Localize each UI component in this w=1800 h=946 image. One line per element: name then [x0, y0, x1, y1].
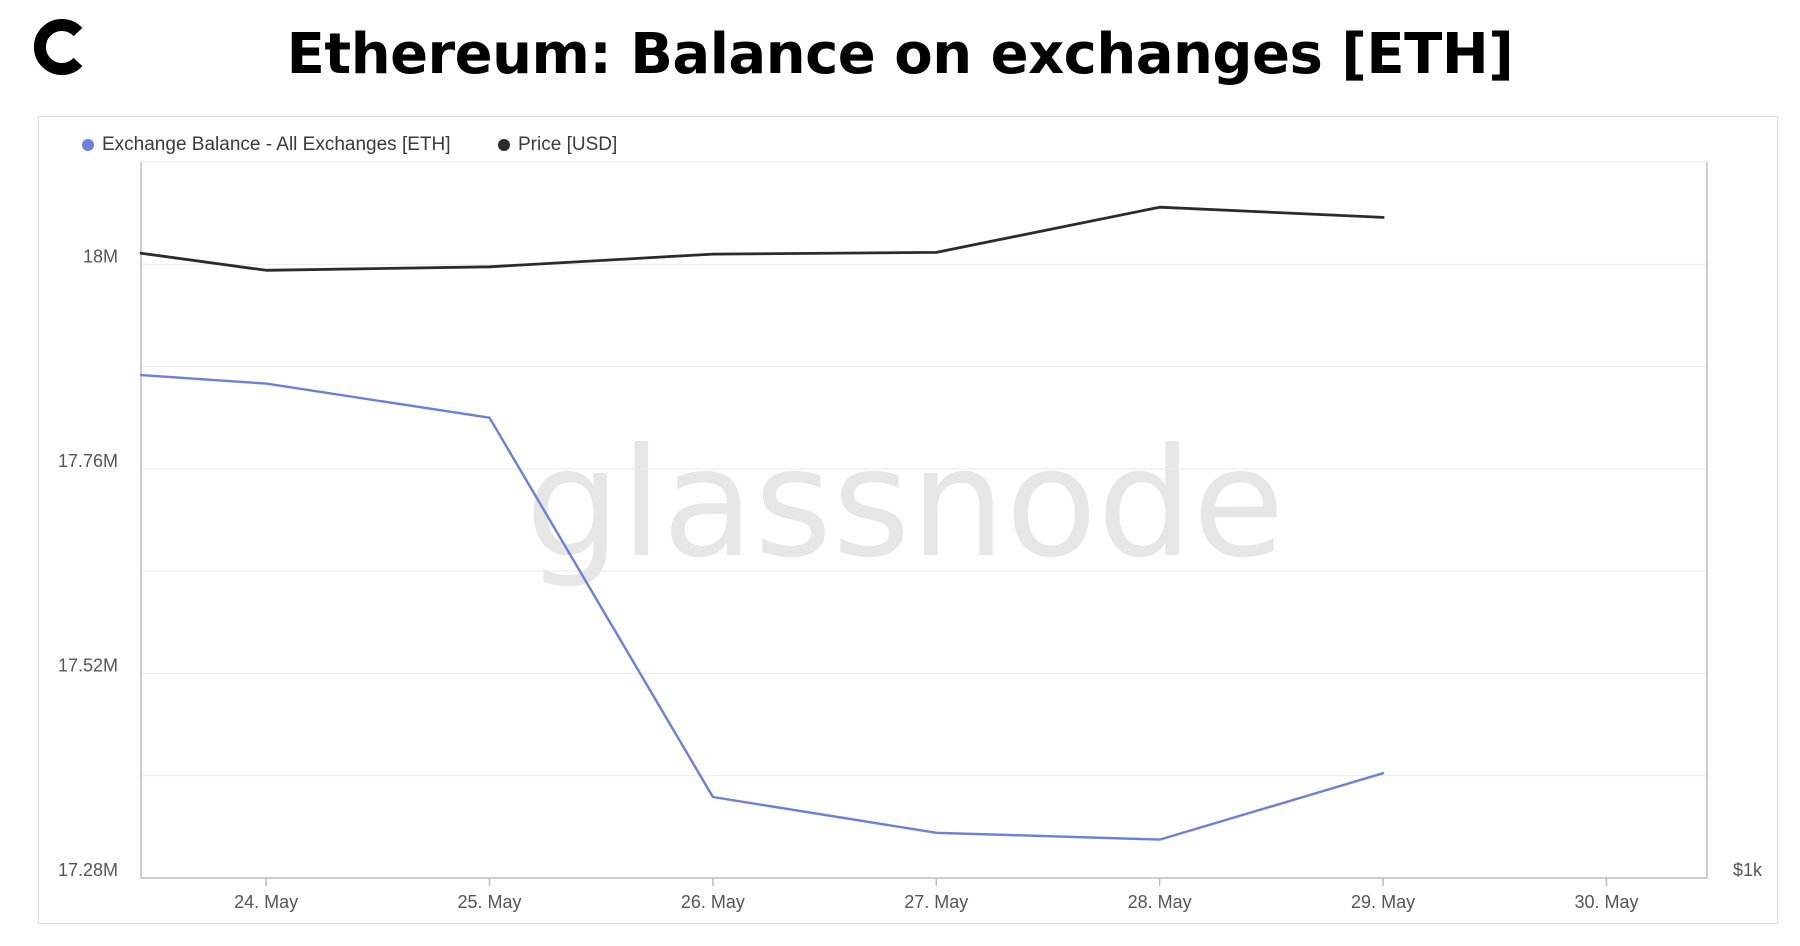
chart-frame: [38, 116, 1778, 924]
y-tick-label-left: 17.28M: [58, 860, 118, 880]
series-line-price: [139, 205, 1385, 272]
legend-item-balance[interactable]: Exchange Balance - All Exchanges [ETH]: [82, 134, 451, 156]
legend-dot-balance: [82, 139, 94, 151]
page-title: Ethereum: Balance on exchanges [ETH]: [286, 22, 1514, 87]
brand-logo: [33, 19, 83, 75]
legend-label-balance: Exchange Balance - All Exchanges [ETH]: [102, 134, 451, 155]
y-tick-label-left: 17.76M: [58, 451, 118, 471]
x-tick-label: 29. May: [1351, 892, 1415, 912]
axis-layer: [140, 161, 1708, 879]
x-tick-label: 25. May: [457, 892, 521, 912]
legend-dot-price: [498, 139, 510, 151]
x-tick-label: 27. May: [904, 892, 968, 912]
tick-layer: 24. May 25. May 26. May 27. May 28. May 29. M…: [58, 246, 1763, 912]
watermark-text: glassnode: [525, 417, 1284, 591]
legend-label-price: Price [USD]: [518, 134, 618, 155]
x-tick-label: 24. May: [234, 892, 298, 912]
y-tick-label-left: 18M: [83, 246, 118, 266]
x-tick-label: 28. May: [1128, 892, 1192, 912]
series-layer: [139, 205, 1385, 841]
y-tick-label-left: 17.52M: [58, 655, 118, 675]
y-tick-label-right: $1k: [1733, 860, 1763, 880]
legend-item-price[interactable]: Price [USD]: [498, 134, 617, 156]
x-tick-label: 30. May: [1574, 892, 1638, 912]
x-tick-label: 26. May: [681, 892, 745, 912]
